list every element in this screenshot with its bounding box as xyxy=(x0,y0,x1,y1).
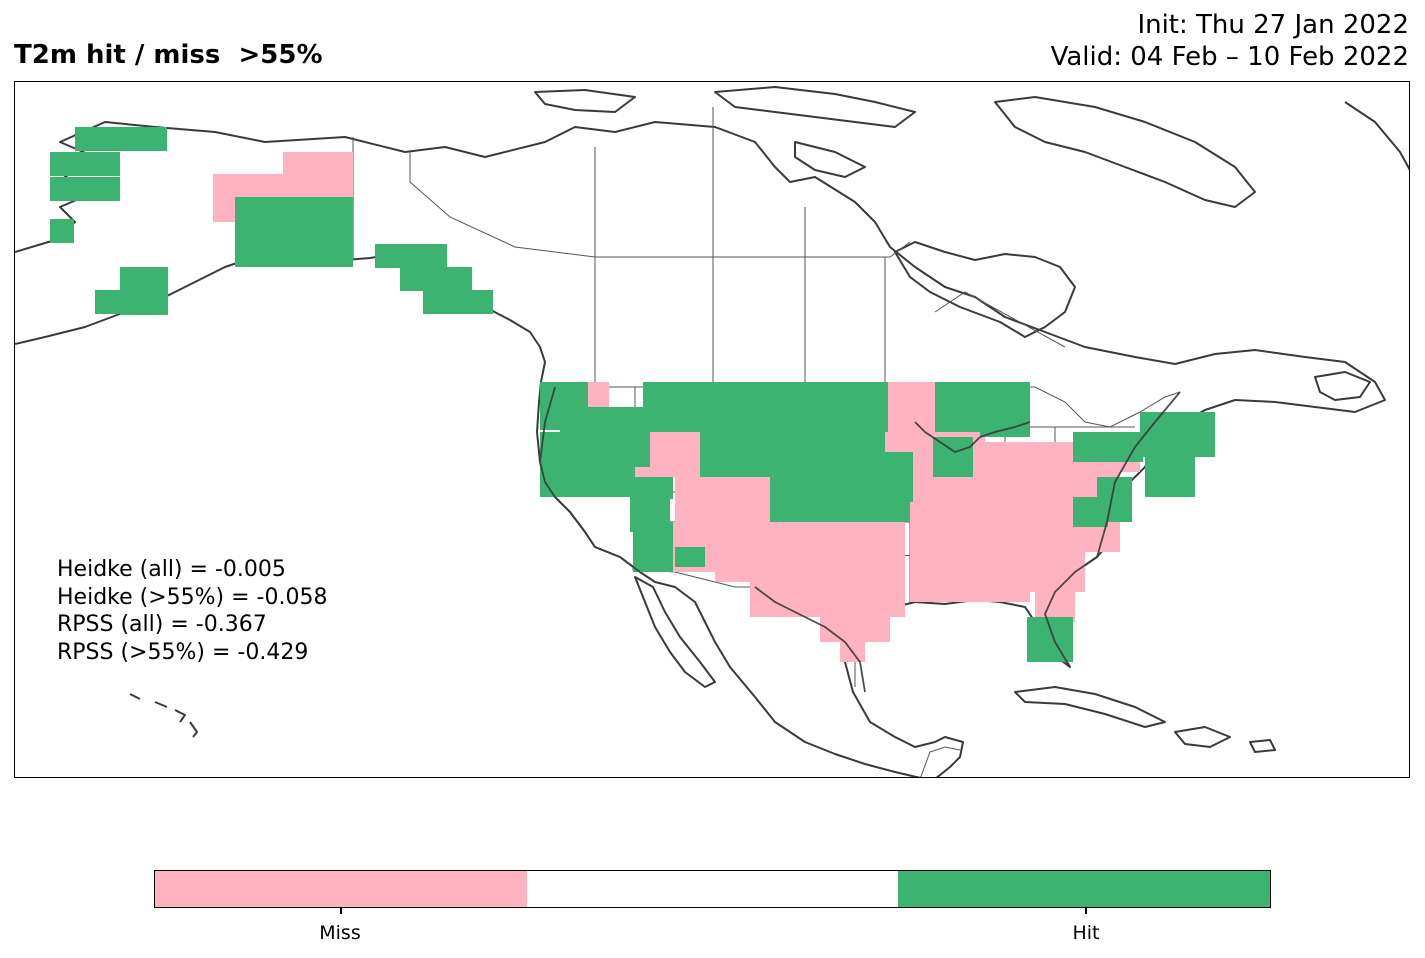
coastlines xyxy=(15,86,1409,777)
hit-cell xyxy=(423,290,493,314)
hit-cell xyxy=(50,177,120,201)
hit-cell xyxy=(235,197,353,267)
hit-cell xyxy=(565,467,635,497)
hit-cell xyxy=(1140,412,1215,457)
chart-title: T2m hit / miss >55% xyxy=(14,40,323,70)
hit-cell xyxy=(1145,452,1195,497)
valid-period: Valid: 04 Feb – 10 Feb 2022 xyxy=(1050,42,1409,72)
coastline-cuba xyxy=(1014,686,1166,728)
border-central-america xyxy=(920,746,961,777)
colorbar-label-hit: Hit xyxy=(1072,922,1100,944)
colorbar-tick-miss xyxy=(340,908,342,914)
map-panel xyxy=(14,81,1410,778)
skill-scores: Heidke (all) = -0.005 Heidke (>55%) = -0… xyxy=(57,556,327,666)
score-heidke-55: Heidke (>55%) = -0.058 xyxy=(57,584,328,610)
miss-cell xyxy=(585,382,609,408)
border-provinces xyxy=(409,107,1066,387)
score-rpss-all: RPSS (all) = -0.367 xyxy=(57,612,267,637)
hit-cell xyxy=(633,477,673,499)
hit-cell xyxy=(633,522,673,572)
colorbar-neutral-segment xyxy=(526,871,899,907)
hit-cell xyxy=(50,219,74,243)
coastline-arctic-islands-1 xyxy=(714,86,916,128)
hit-cell xyxy=(400,267,472,291)
coastline-hudson-bay xyxy=(894,241,1076,338)
coastline-greenland-edge xyxy=(1344,101,1409,171)
colorbar-label-miss: Miss xyxy=(319,922,361,944)
forecast-cells xyxy=(50,127,1215,662)
hit-cell xyxy=(933,437,973,477)
hit-cell xyxy=(643,382,888,432)
miss-cell xyxy=(283,152,353,176)
coastline-hispaniola xyxy=(1174,726,1231,748)
hit-cell xyxy=(1073,497,1108,527)
coastline-puerto-rico xyxy=(1249,739,1276,753)
coastlines-overlay xyxy=(539,386,1181,693)
coastline-arctic-islands-2 xyxy=(534,89,636,113)
coastline-baffin xyxy=(994,96,1256,208)
colorbar-hit-segment xyxy=(898,871,1271,907)
hit-cell xyxy=(675,547,705,567)
hit-cell xyxy=(770,477,805,522)
coastline-baja xyxy=(634,576,716,688)
map-canvas xyxy=(15,86,1409,777)
colorbar-tick-hit xyxy=(1085,908,1087,914)
hit-cell xyxy=(95,290,167,314)
init-date: Init: Thu 27 Jan 2022 xyxy=(1137,10,1409,40)
coastline-arctic-islands-3 xyxy=(794,141,866,178)
score-heidke-all: Heidke (all) = -0.005 xyxy=(57,557,286,582)
hit-cell xyxy=(75,127,167,151)
colorbar-miss-segment xyxy=(155,871,527,907)
hit-cell xyxy=(375,244,447,268)
score-rpss-55: RPSS (>55%) = -0.429 xyxy=(57,639,309,665)
colorbar xyxy=(154,870,1271,908)
hit-cell xyxy=(1027,617,1073,662)
hit-cell xyxy=(1073,432,1143,462)
border-us-canada xyxy=(555,386,1181,428)
hit-cell xyxy=(805,477,910,522)
coastline-newfoundland xyxy=(1314,371,1371,401)
hit-cell xyxy=(50,152,120,176)
coastline-hawaii xyxy=(129,693,198,738)
miss-cell xyxy=(840,612,865,662)
miss-cell xyxy=(970,442,1030,602)
hit-cell xyxy=(980,382,1030,437)
